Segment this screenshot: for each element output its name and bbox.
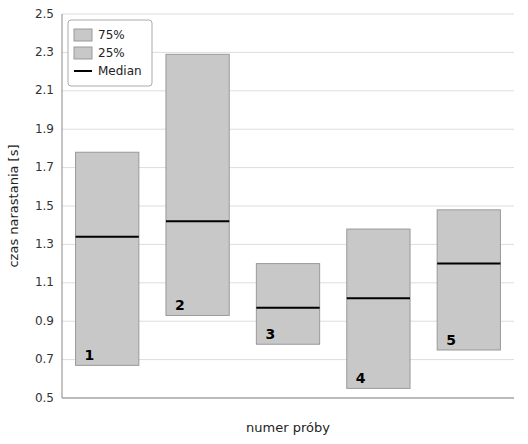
x-axis-label: numer próby bbox=[246, 420, 330, 435]
grid-line bbox=[62, 14, 514, 15]
y-tick-label: 1.9 bbox=[35, 122, 54, 136]
chart: 0.5 0.7 0.9 1.1 1.3 1.5 1.7 1.9 2.1 2.3 2.5 1 2 3 4 5 nu… bbox=[0, 0, 528, 444]
y-tick-label: 2.3 bbox=[35, 45, 54, 59]
median-line bbox=[166, 220, 229, 222]
y-tick-label: 2.1 bbox=[35, 83, 54, 97]
grid bbox=[62, 14, 514, 398]
median-line bbox=[256, 307, 319, 309]
y-tick-label: 0.7 bbox=[35, 352, 54, 366]
chart-container: 0.5 0.7 0.9 1.1 1.3 1.5 1.7 1.9 2.1 2.3 2.5 1 2 3 4 5 nu… bbox=[0, 0, 528, 444]
legend-frame bbox=[68, 20, 152, 86]
legend-swatch bbox=[74, 70, 92, 72]
y-tick-label: 1.1 bbox=[35, 275, 54, 289]
legend: 75% 25% Median bbox=[68, 20, 152, 86]
marks bbox=[76, 54, 501, 388]
y-tick-label: 2.5 bbox=[35, 7, 54, 21]
y-tick-label: 1.7 bbox=[35, 160, 54, 174]
median-line bbox=[437, 263, 500, 265]
y-axis-label: czas narastania [s] bbox=[6, 144, 21, 267]
box bbox=[347, 229, 410, 388]
box bbox=[256, 264, 319, 345]
y-tick-label: 1.5 bbox=[35, 199, 54, 213]
median-line bbox=[76, 236, 139, 238]
grid-line bbox=[62, 129, 514, 130]
x-axis-line bbox=[62, 398, 514, 399]
y-tick-label: 1.3 bbox=[35, 237, 54, 251]
legend-label: 75% bbox=[98, 28, 125, 42]
legend-label: Median bbox=[98, 64, 142, 78]
legend-swatch bbox=[74, 47, 92, 59]
bar-labels: 1 2 3 4 5 bbox=[85, 297, 456, 386]
y-tick-label: 0.5 bbox=[35, 391, 54, 405]
category-label: 5 bbox=[446, 332, 456, 348]
grid-line bbox=[62, 398, 514, 399]
grid-line bbox=[62, 90, 514, 91]
category-label: 3 bbox=[265, 326, 275, 342]
y-tick-label: 0.9 bbox=[35, 314, 54, 328]
category-label: 4 bbox=[356, 370, 366, 386]
category-label: 1 bbox=[85, 347, 95, 363]
legend-label: 25% bbox=[98, 46, 125, 60]
legend-swatch bbox=[74, 29, 92, 41]
box bbox=[76, 152, 139, 365]
box bbox=[437, 210, 500, 350]
y-ticks: 0.5 0.7 0.9 1.1 1.3 1.5 1.7 1.9 2.1 2.3 2.5 bbox=[35, 7, 54, 405]
y-axis-line bbox=[62, 14, 63, 398]
box bbox=[166, 54, 229, 315]
category-label: 2 bbox=[175, 297, 185, 313]
median-line bbox=[347, 297, 410, 299]
page: {"chart_data": {"type": "range_bar", "ca… bbox=[0, 0, 528, 444]
